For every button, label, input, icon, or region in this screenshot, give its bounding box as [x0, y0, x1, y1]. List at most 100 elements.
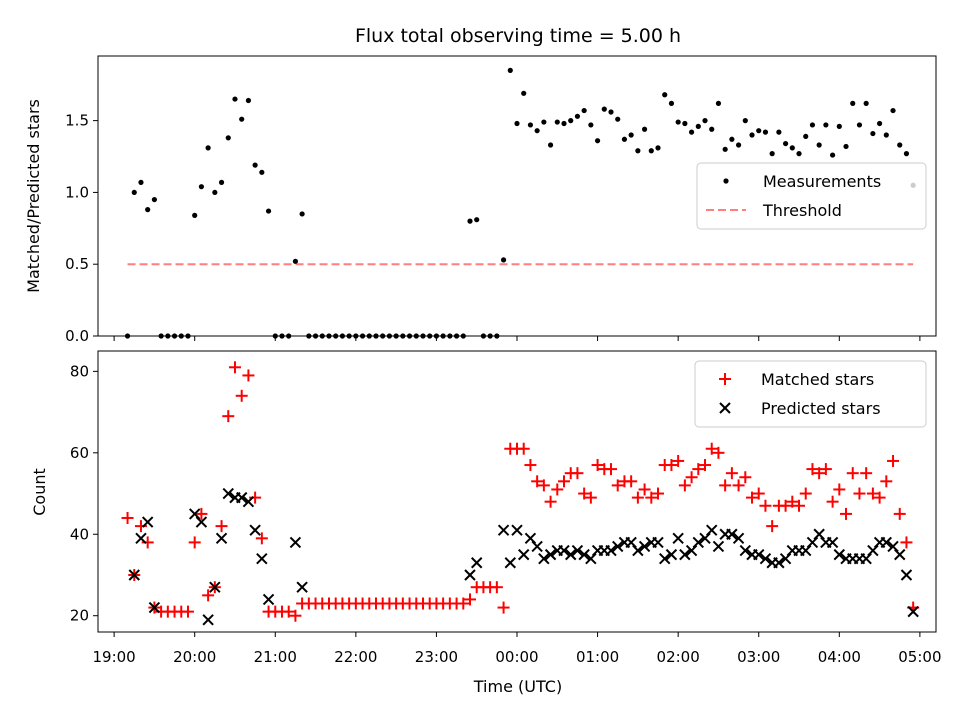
measurement-point	[756, 128, 762, 134]
x-tick-label: 00:00	[495, 648, 538, 666]
predicted-star-point	[692, 536, 705, 549]
predicted-star-stroke	[880, 536, 893, 549]
matched-star-point	[692, 463, 705, 476]
matched-star-point	[605, 463, 618, 476]
predicted-star-stroke	[712, 540, 725, 553]
predicted-star-point	[712, 540, 725, 553]
matched-star-point	[228, 361, 241, 374]
predicted-stars-points	[128, 487, 919, 626]
predicted-star-point	[665, 548, 678, 561]
bottom-y-ticks: 20 40 60 80	[70, 362, 98, 625]
predicted-star-point	[538, 552, 550, 565]
predicted-star-stroke	[128, 569, 140, 581]
predicted-star-stroke	[544, 548, 557, 561]
predicted-star-stroke	[826, 536, 839, 549]
matched-stars-points	[121, 361, 920, 622]
measurement-point	[688, 129, 695, 135]
predicted-star-point	[188, 508, 201, 520]
matched-star-point	[853, 487, 866, 500]
predicted-star-point	[471, 557, 483, 569]
predicted-star-point	[813, 528, 825, 540]
predicted-star-stroke	[262, 593, 275, 606]
predicted-star-point	[826, 536, 839, 549]
predicted-star-stroke	[679, 548, 691, 561]
predicted-star-point	[753, 548, 765, 561]
measurement-point	[245, 97, 252, 104]
predicted-star-stroke	[504, 557, 516, 569]
measurement-point	[151, 196, 158, 203]
bottom-y-tick-label: 40	[70, 525, 89, 543]
measurement-point	[145, 207, 151, 213]
measurement-point	[803, 133, 809, 140]
measurement-point	[225, 135, 231, 141]
legend-measurements-marker	[723, 178, 729, 184]
matched-star-point	[752, 487, 765, 500]
chart-title: Flux total observing time = 5.00 h	[355, 25, 681, 47]
top-y-ticks: 0.0 0.5 1.0 1.5	[65, 112, 98, 345]
measurement-point	[715, 100, 722, 106]
predicted-star-stroke	[289, 536, 302, 549]
measurement-point	[836, 123, 842, 129]
measurement-point	[547, 142, 554, 148]
predicted-star-stroke	[759, 552, 772, 565]
measurement-point	[762, 129, 769, 135]
matched-star-point	[813, 467, 826, 480]
predicted-star-point	[195, 516, 208, 528]
measurement-point	[212, 189, 218, 196]
predicted-star-stroke	[706, 524, 718, 536]
predicted-star-point	[699, 532, 711, 545]
predicted-star-point	[773, 557, 785, 569]
predicted-star-stroke	[209, 581, 221, 593]
predicted-star-point	[860, 552, 872, 565]
predicted-star-stroke	[558, 544, 570, 557]
measurement-point	[500, 257, 507, 263]
predicted-star-stroke	[497, 524, 510, 536]
measurement-point	[521, 90, 527, 96]
measurement-point	[709, 126, 715, 132]
predicted-star-point	[833, 548, 846, 561]
measurement-point	[742, 118, 748, 124]
bottom-panel: 20 40 60 80 19:00 20:00 21:00 22:00 23:00 00:00 0…	[30, 350, 942, 696]
matched-star-point	[840, 507, 853, 520]
measurement-point	[581, 107, 587, 114]
predicted-star-stroke	[256, 552, 268, 565]
predicted-star-point	[779, 552, 792, 565]
matched-star-point	[551, 483, 564, 496]
matched-star-point	[672, 454, 685, 467]
matched-star-point	[725, 467, 738, 480]
predicted-star-stroke	[242, 495, 255, 508]
predicted-star-stroke	[685, 544, 698, 557]
measurement-point	[192, 212, 198, 218]
matched-star-point	[222, 410, 235, 423]
measurement-point	[131, 189, 137, 196]
predicted-star-point	[215, 532, 228, 545]
matched-star-point	[631, 491, 644, 504]
matched-star-point	[584, 491, 597, 504]
measurement-point	[769, 151, 775, 157]
legend-matched-label: Matched stars	[761, 370, 874, 389]
measurement-points	[124, 67, 916, 339]
matched-star-point	[866, 487, 879, 500]
predicted-star-stroke	[202, 614, 214, 626]
predicted-star-point	[128, 569, 140, 581]
matched-star-point	[202, 589, 215, 602]
predicted-star-point	[289, 536, 302, 549]
matched-star-point	[181, 605, 194, 618]
matched-star-point	[517, 442, 530, 455]
predicted-star-point	[209, 581, 221, 593]
predicted-star-point	[256, 552, 268, 565]
predicted-star-stroke	[222, 487, 234, 500]
predicted-star-stroke	[625, 536, 637, 549]
measurement-point	[628, 132, 634, 138]
predicted-star-stroke	[531, 540, 543, 553]
measurement-point	[662, 92, 668, 98]
bottom-legend-box	[694, 360, 927, 428]
matched-star-point	[497, 601, 510, 614]
measurement-point	[897, 142, 903, 148]
measurement-point	[682, 120, 688, 127]
x-tick-label: 22:00	[334, 648, 377, 666]
predicted-star-stroke	[887, 540, 899, 553]
matched-star-point	[779, 499, 792, 512]
measurement-point	[239, 116, 245, 122]
